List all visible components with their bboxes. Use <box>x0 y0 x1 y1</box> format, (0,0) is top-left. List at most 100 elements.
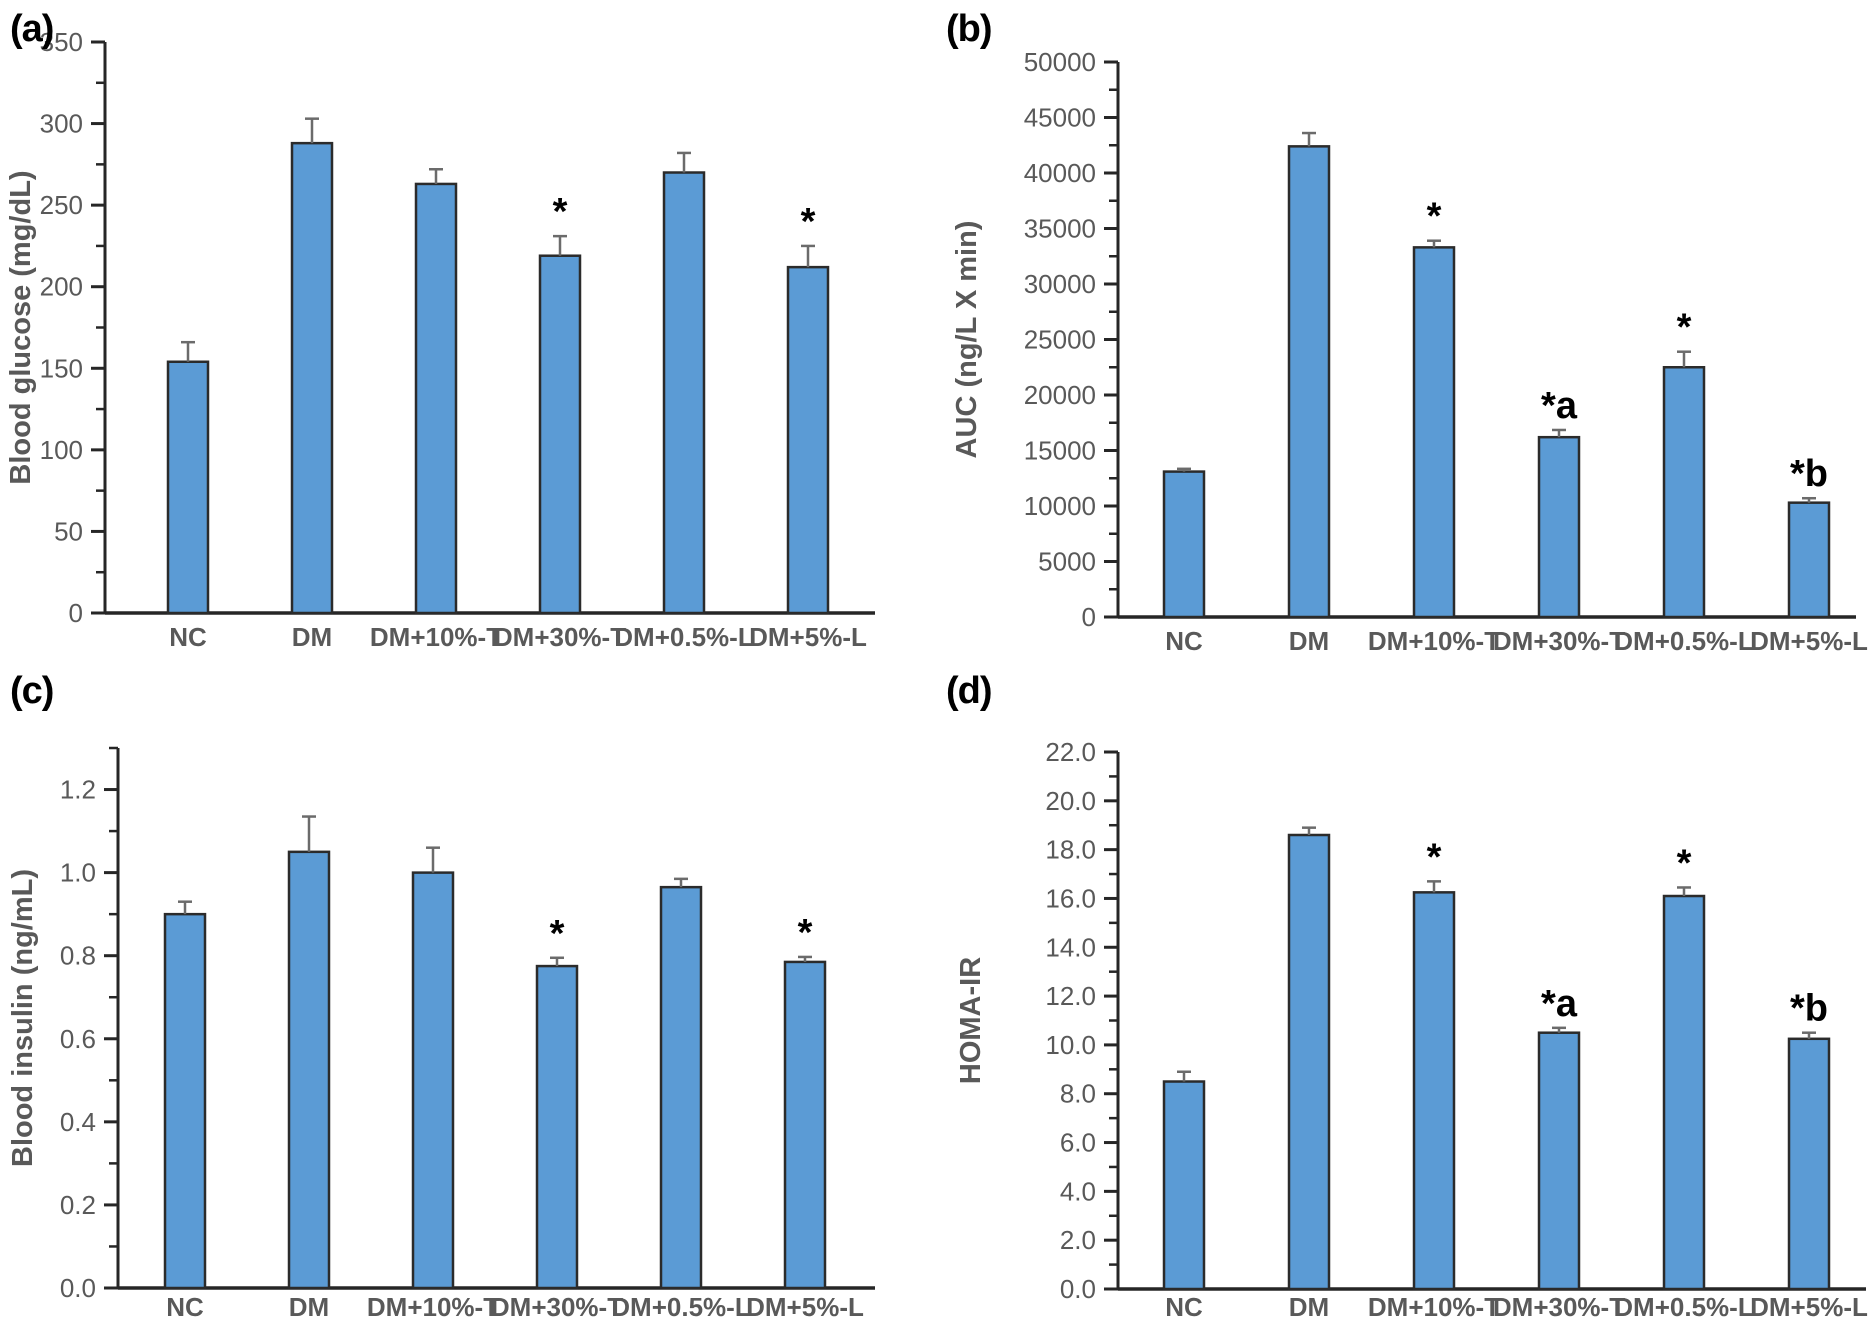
sig-marker-dm-0-5-l: * <box>1677 307 1692 349</box>
bar-dm-5-l <box>786 265 830 615</box>
chart-blood-insulin: 0.0 0.2 0.4 0.6 0.8 1.0 1.2 NC DM DM+10%-T * DM+30%… <box>7 746 875 1322</box>
y-tick-label: 0.4 <box>60 1107 96 1137</box>
y-axis-title: HOMA-IR <box>955 957 987 1084</box>
panel-c-label: (c) <box>10 670 54 712</box>
panel-b-label: (b) <box>946 8 993 50</box>
sig-marker-dm-5-l: *b <box>1790 988 1828 1030</box>
y-tick-label: 16.0 <box>1045 883 1096 913</box>
y-tick-label: 45000 <box>1024 103 1096 133</box>
y-tick-label: 350 <box>40 27 83 57</box>
x-tick-label-dm-30-t: DM+30%-T <box>1493 626 1625 656</box>
y-tick-label: 0.6 <box>60 1024 96 1054</box>
x-tick-label-dm-5-l: DM+5%-L <box>1750 626 1868 656</box>
bar-nc <box>1162 1080 1206 1291</box>
sig-marker-dm-10-t: * <box>1427 196 1442 238</box>
y-axis-title: Blood glucose (mg/dL) <box>5 170 37 484</box>
y-tick-label: 1.0 <box>60 858 96 888</box>
x-tick-label-dm-5-l: DM+5%-L <box>749 622 867 652</box>
y-tick-label: 150 <box>40 353 83 383</box>
y-tick-label: 10000 <box>1024 491 1096 521</box>
sig-marker-dm-30-t: * <box>550 913 565 955</box>
sig-marker-dm-5-l: * <box>798 912 813 954</box>
sig-marker-dm-30-t: *a <box>1541 983 1578 1025</box>
x-tick-label-dm: DM <box>1289 1292 1329 1322</box>
x-tick-label-dm: DM <box>1289 626 1329 656</box>
panel-b: (b) 0 5000 10000 15000 20000 25000 30000 35000 4… <box>936 0 1872 662</box>
sig-marker-dm-10-t: * <box>1427 836 1442 878</box>
y-tick-label: 100 <box>40 435 83 465</box>
x-tick-label-dm-5-l: DM+5%-L <box>1750 1292 1868 1322</box>
y-tick-label: 50000 <box>1024 47 1096 77</box>
y-axis-title: AUC (ng/L X min) <box>951 221 983 459</box>
x-tick-label-dm: DM <box>289 1292 329 1322</box>
bar-dm <box>290 141 334 615</box>
bar-dm-30-t <box>1537 435 1581 619</box>
bar-dm-10-t <box>414 182 458 615</box>
y-tick-label: 250 <box>40 190 83 220</box>
panel-a-label: (a) <box>10 8 54 50</box>
bar-dm <box>287 850 331 1290</box>
y-tick-label: 12.0 <box>1045 981 1096 1011</box>
x-tick-label-dm-0-5-l: DM+0.5%-L <box>1614 1292 1754 1322</box>
bar-dm-10-t <box>1412 246 1456 619</box>
bar-dm-30-t <box>1537 1031 1581 1291</box>
x-tick-label-dm-30-t: DM+30%-T <box>491 1292 623 1322</box>
sig-marker-dm-5-l: * <box>801 201 816 243</box>
y-tick-label: 40000 <box>1024 158 1096 188</box>
bar-dm-10-t <box>1412 891 1456 1291</box>
chart-blood-glucose: 0 50 100 150 200 250 300 350 NC DM DM+10%-T * DM+30%… <box>5 27 875 652</box>
bar-dm-0-5-l <box>662 171 706 615</box>
x-tick-label-dm-10-t: DM+10%-T <box>367 1292 499 1322</box>
x-tick-label-dm-30-t: DM+30%-T <box>494 622 626 652</box>
y-tick-label: 200 <box>40 272 83 302</box>
panel-a: (a) 0 50 100 150 200 250 300 350 NC DM DM+10%-T * DM… <box>0 0 936 662</box>
y-tick-label: 10.0 <box>1045 1030 1096 1060</box>
bar-dm-5-l <box>783 960 827 1290</box>
sig-marker-dm-0-5-l: * <box>1677 842 1692 884</box>
y-tick-label: 20.0 <box>1045 786 1096 816</box>
x-tick-label-nc: NC <box>1165 626 1203 656</box>
panel-d: (d) 0.0 2.0 4.0 6.0 8.0 10.0 12.0 14.0 16.0 18.0 2… <box>936 662 1872 1324</box>
y-tick-label: 35000 <box>1024 214 1096 244</box>
y-tick-label: 50 <box>54 516 83 546</box>
y-tick-label: 0 <box>1082 602 1096 632</box>
y-tick-label: 0.8 <box>60 941 96 971</box>
x-tick-label-dm-5-l: DM+5%-L <box>746 1292 864 1322</box>
x-tick-label-nc: NC <box>1165 1292 1203 1322</box>
y-tick-label: 15000 <box>1024 436 1096 466</box>
sig-marker-dm-5-l: *b <box>1790 453 1828 495</box>
bar-dm-30-t <box>535 964 579 1290</box>
x-tick-label-dm-0-5-l: DM+0.5%-L <box>611 1292 751 1322</box>
y-tick-label: 8.0 <box>1060 1079 1096 1109</box>
bar-dm-5-l <box>1787 501 1831 619</box>
bar-nc <box>1162 470 1206 619</box>
chart-auc: 0 5000 10000 15000 20000 25000 30000 35000 40000… <box>951 47 1868 656</box>
bar-dm-0-5-l <box>1662 366 1706 619</box>
y-tick-label: 5000 <box>1038 547 1096 577</box>
bar-dm-5-l <box>1787 1037 1831 1291</box>
x-tick-label-dm-0-5-l: DM+0.5%-L <box>614 622 754 652</box>
x-tick-label-nc: NC <box>166 1292 204 1322</box>
y-tick-label: 0.0 <box>60 1273 96 1303</box>
bar-nc <box>166 360 210 615</box>
y-tick-label: 0.2 <box>60 1190 96 1220</box>
x-tick-label-dm-30-t: DM+30%-T <box>1493 1292 1625 1322</box>
y-tick-label: 0 <box>69 598 83 628</box>
sig-marker-dm-30-t: *a <box>1541 385 1578 427</box>
bar-dm <box>1287 833 1331 1291</box>
bar-dm-10-t <box>411 871 455 1290</box>
y-tick-label: 2.0 <box>1060 1225 1096 1255</box>
y-tick-label: 300 <box>40 109 83 139</box>
sig-marker-dm-30-t: * <box>553 191 568 233</box>
y-tick-label: 6.0 <box>1060 1128 1096 1158</box>
bar-dm-0-5-l <box>659 885 703 1290</box>
chart-homa-ir: 0.0 2.0 4.0 6.0 8.0 10.0 12.0 14.0 16.0 18.0 20.0 2… <box>955 737 1868 1322</box>
y-tick-label: 22.0 <box>1045 737 1096 767</box>
y-axis-title: Blood insulin (ng/mL) <box>7 869 39 1167</box>
x-tick-label-dm-10-t: DM+10%-T <box>1368 1292 1500 1322</box>
x-tick-label-dm-10-t: DM+10%-T <box>1368 626 1500 656</box>
y-tick-label: 0.0 <box>1060 1274 1096 1304</box>
y-tick-label: 4.0 <box>1060 1176 1096 1206</box>
bar-nc <box>163 912 207 1290</box>
